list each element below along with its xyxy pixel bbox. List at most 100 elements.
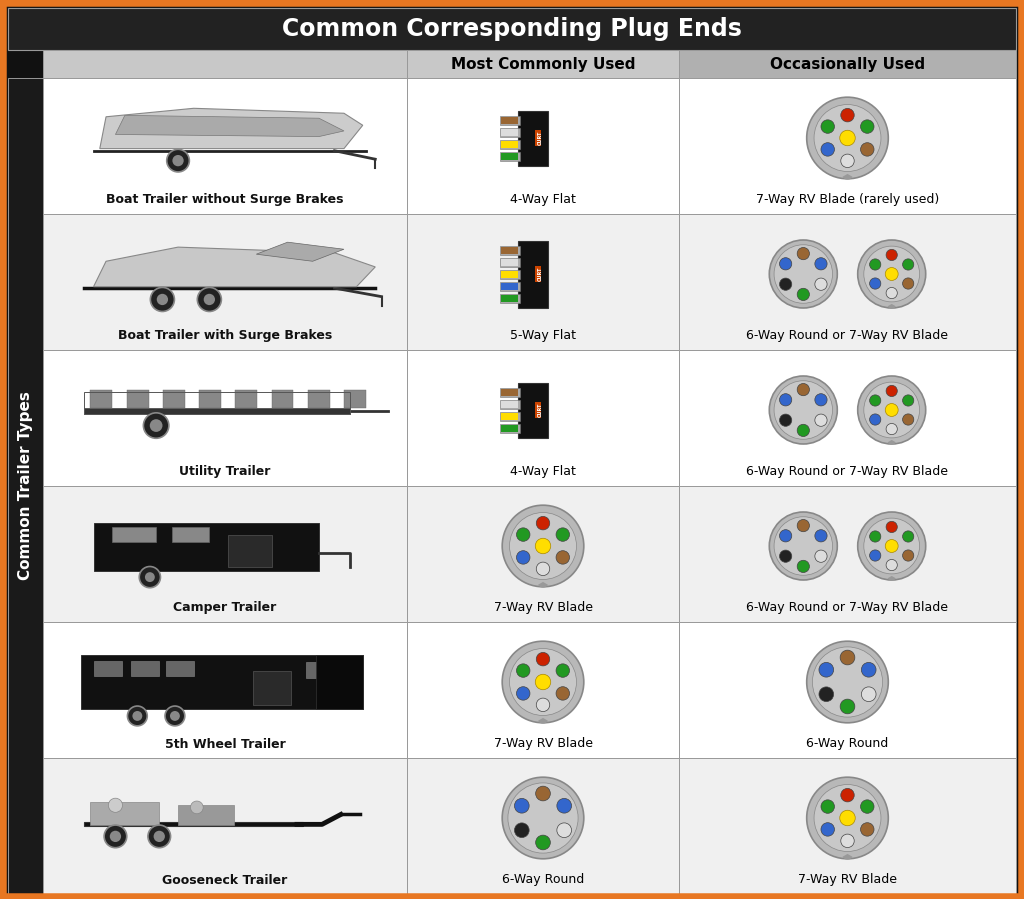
Circle shape: [147, 825, 171, 848]
Text: 5-Way Flat: 5-Way Flat: [510, 330, 575, 343]
Circle shape: [819, 663, 834, 677]
Wedge shape: [538, 718, 548, 724]
Text: Utility Trailer: Utility Trailer: [179, 466, 270, 478]
Text: Occasionally Used: Occasionally Used: [770, 57, 925, 72]
Bar: [131, 661, 160, 676]
Circle shape: [502, 778, 584, 859]
Circle shape: [858, 376, 926, 444]
Text: 7-Way RV Blade: 7-Way RV Blade: [494, 601, 593, 615]
Circle shape: [886, 404, 898, 416]
Circle shape: [537, 562, 550, 575]
Circle shape: [819, 687, 834, 701]
Circle shape: [902, 531, 913, 542]
Bar: [43, 50, 407, 78]
Circle shape: [815, 414, 827, 426]
Bar: [500, 412, 520, 421]
Text: Common Trailer Types: Common Trailer Types: [18, 392, 33, 581]
Circle shape: [858, 512, 926, 580]
Circle shape: [537, 516, 550, 530]
Circle shape: [779, 550, 792, 562]
Bar: [501, 153, 518, 159]
Circle shape: [536, 835, 550, 850]
Circle shape: [886, 559, 897, 571]
Bar: [500, 270, 520, 279]
Circle shape: [864, 246, 920, 302]
Wedge shape: [888, 304, 896, 308]
Circle shape: [797, 424, 809, 437]
Circle shape: [154, 831, 165, 842]
Bar: [518, 111, 548, 165]
Circle shape: [556, 663, 569, 677]
Circle shape: [779, 258, 792, 270]
Wedge shape: [843, 174, 852, 180]
Circle shape: [198, 288, 221, 311]
Circle shape: [840, 130, 855, 146]
Circle shape: [807, 641, 888, 723]
Bar: [84, 408, 350, 414]
Text: Boat Trailer without Surge Brakes: Boat Trailer without Surge Brakes: [106, 193, 344, 207]
Circle shape: [814, 104, 881, 172]
Bar: [679, 214, 1016, 350]
Circle shape: [869, 531, 881, 542]
Bar: [501, 413, 518, 420]
Circle shape: [886, 268, 898, 280]
Bar: [166, 661, 194, 676]
Bar: [84, 392, 350, 414]
Circle shape: [151, 288, 174, 311]
Bar: [43, 214, 407, 350]
Text: 6-Way Round or 7-Way RV Blade: 6-Way Round or 7-Way RV Blade: [746, 601, 948, 615]
Bar: [43, 486, 407, 622]
Circle shape: [172, 155, 183, 166]
Bar: [500, 152, 520, 161]
Circle shape: [779, 394, 792, 406]
Bar: [518, 241, 548, 307]
Circle shape: [797, 289, 809, 300]
Bar: [199, 390, 221, 408]
Bar: [518, 382, 548, 438]
Bar: [253, 671, 291, 705]
Bar: [501, 140, 518, 147]
Circle shape: [869, 278, 881, 289]
Circle shape: [821, 143, 835, 156]
Circle shape: [557, 798, 571, 813]
Bar: [90, 390, 113, 408]
Circle shape: [902, 550, 913, 561]
Wedge shape: [888, 576, 896, 581]
Circle shape: [886, 423, 897, 434]
Circle shape: [502, 641, 584, 723]
Circle shape: [204, 294, 215, 305]
Circle shape: [840, 810, 855, 826]
Circle shape: [110, 831, 121, 842]
Text: Camper Trailer: Camper Trailer: [173, 601, 276, 615]
Circle shape: [536, 674, 551, 690]
Text: 6-Way Round or 7-Way RV Blade: 6-Way Round or 7-Way RV Blade: [746, 466, 948, 478]
Bar: [501, 129, 518, 136]
Wedge shape: [843, 854, 852, 859]
Circle shape: [902, 414, 913, 425]
Circle shape: [861, 687, 877, 701]
Bar: [127, 390, 148, 408]
Circle shape: [502, 505, 584, 587]
Bar: [535, 130, 541, 146]
Polygon shape: [256, 242, 344, 262]
Polygon shape: [93, 247, 375, 287]
Bar: [500, 399, 520, 408]
Circle shape: [815, 550, 827, 562]
Circle shape: [769, 240, 838, 308]
Circle shape: [860, 800, 874, 814]
Circle shape: [815, 530, 827, 542]
Circle shape: [779, 530, 792, 542]
Bar: [113, 527, 156, 542]
Bar: [407, 78, 679, 214]
Circle shape: [814, 785, 881, 851]
Circle shape: [840, 699, 855, 714]
Text: 4-Way Flat: 4-Way Flat: [510, 193, 575, 207]
Circle shape: [537, 653, 550, 666]
Bar: [90, 803, 160, 825]
Circle shape: [821, 800, 835, 814]
Circle shape: [774, 381, 833, 440]
Circle shape: [860, 823, 874, 836]
Circle shape: [815, 278, 827, 290]
Bar: [501, 246, 518, 254]
Circle shape: [869, 259, 881, 270]
